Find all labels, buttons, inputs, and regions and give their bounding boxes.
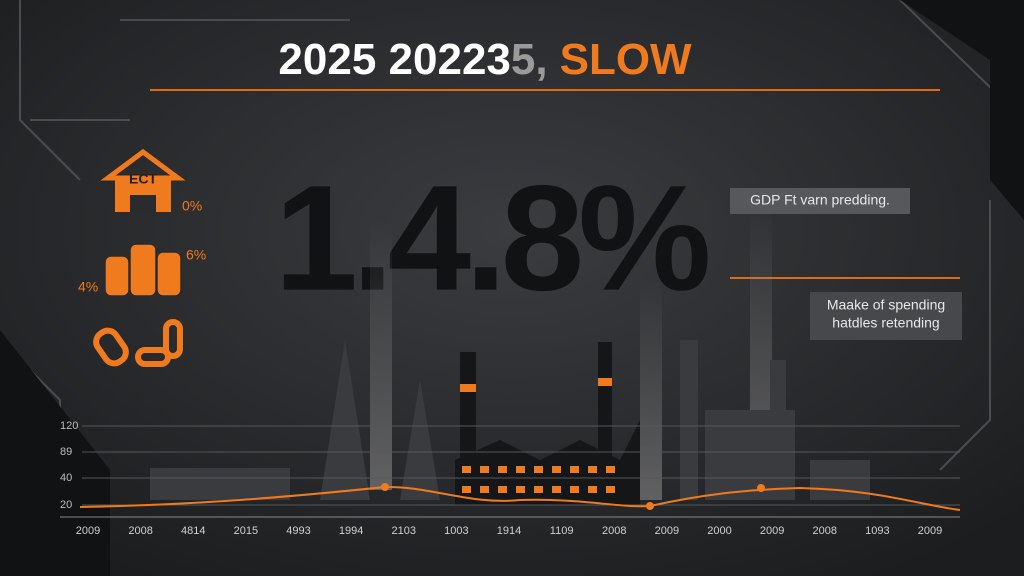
corner-shape <box>900 0 1024 220</box>
x-label: 2008 <box>128 525 152 537</box>
note: GDP Ft varn predding. <box>750 192 890 208</box>
window <box>552 466 561 473</box>
stat-value: 6% <box>186 247 206 263</box>
x-label: 1914 <box>497 525 521 537</box>
x-label: 4993 <box>286 525 310 537</box>
x-label: 2103 <box>392 525 416 537</box>
window <box>588 466 597 473</box>
stat-value: 0% <box>182 198 202 214</box>
title-part: 2025 20223 <box>278 35 510 84</box>
window <box>606 466 615 473</box>
window <box>516 466 525 473</box>
y-label: 89 <box>60 446 72 458</box>
window <box>462 486 471 493</box>
x-label: 2008 <box>813 525 837 537</box>
x-label: 2009 <box>918 525 942 537</box>
x-label: 2009 <box>760 525 784 537</box>
x-label: 2015 <box>234 525 258 537</box>
window <box>498 466 507 473</box>
window <box>534 486 543 493</box>
x-label: 2000 <box>707 525 731 537</box>
chain-icon <box>93 319 183 367</box>
window <box>480 466 489 473</box>
y-label: 120 <box>60 420 78 432</box>
note-box <box>810 292 962 340</box>
window <box>498 486 507 493</box>
note-box <box>730 188 910 214</box>
title-part: 5, <box>511 35 548 84</box>
window <box>570 486 579 493</box>
x-label: 2009 <box>76 525 100 537</box>
house-label: ECT <box>129 171 157 187</box>
corner-shape <box>0 330 110 576</box>
window <box>480 486 489 493</box>
y-label: 20 <box>60 499 72 511</box>
x-label: 4814 <box>181 525 205 537</box>
stat-value: 4% <box>78 279 98 295</box>
window <box>516 486 525 493</box>
note: Maake of spending <box>827 297 945 313</box>
y-label: 40 <box>60 472 72 484</box>
x-label: 1003 <box>444 525 468 537</box>
window <box>570 466 579 473</box>
coins-icon <box>104 243 182 297</box>
window <box>534 466 543 473</box>
title-part: SLOW <box>560 35 692 84</box>
x-label: 2009 <box>655 525 679 537</box>
x-label: 1093 <box>865 525 889 537</box>
x-label: 1109 <box>550 525 574 537</box>
window <box>606 486 615 493</box>
window <box>462 466 471 473</box>
factory <box>150 210 870 505</box>
house-icon: ECT <box>100 148 186 212</box>
trend-line <box>79 485 961 511</box>
window <box>588 486 597 493</box>
markers <box>381 483 765 510</box>
title: 2025 202235, SLOW <box>278 35 692 84</box>
note: hatdles retending <box>832 315 939 331</box>
x-label: 1994 <box>339 525 363 537</box>
timeline: 120 89 40 20 2009 2008 4814 2015 4993 1994 2103 100… <box>60 420 960 537</box>
window <box>552 486 561 493</box>
x-label: 2008 <box>602 525 626 537</box>
